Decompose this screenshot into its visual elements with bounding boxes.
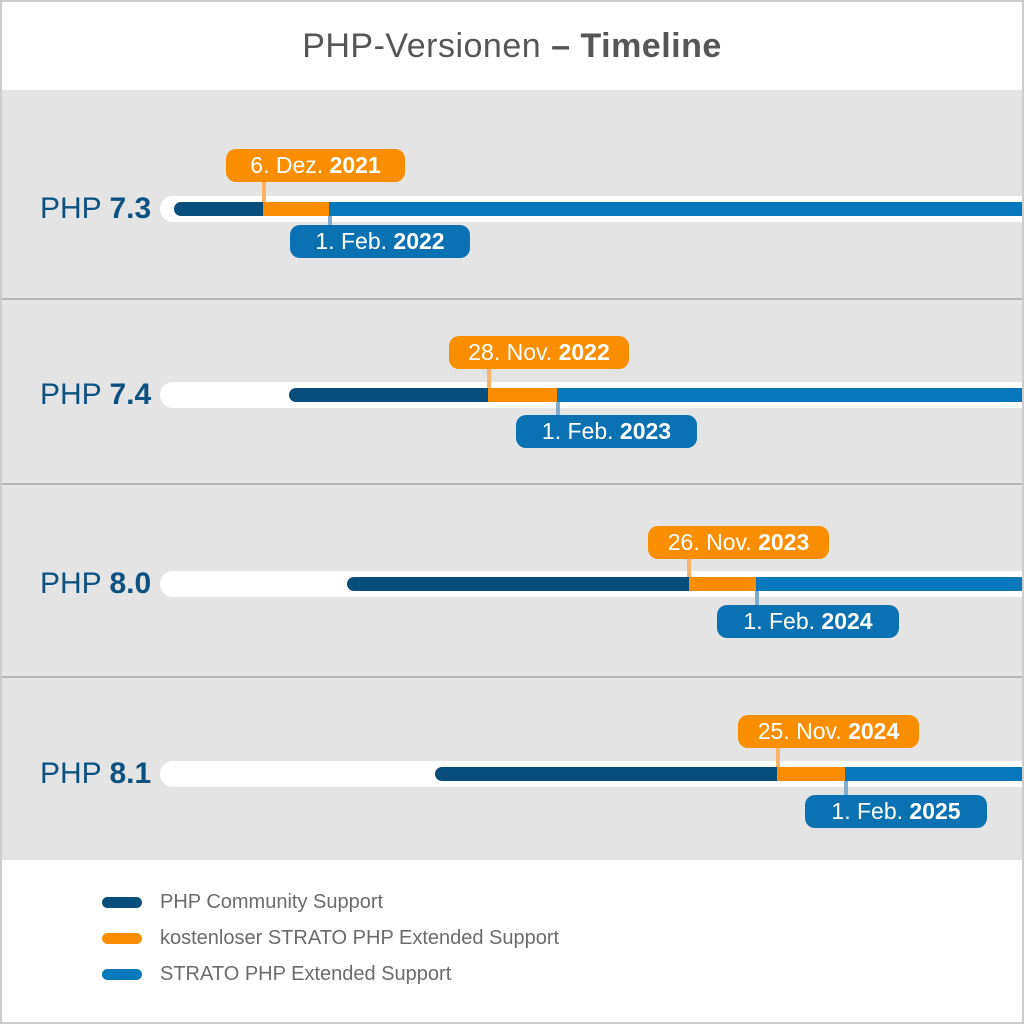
date-year: 2022 xyxy=(558,339,610,365)
extended-start-callout-line xyxy=(556,395,560,417)
date-text: 1. Feb. xyxy=(831,798,910,824)
row-label: PHP 7.4 xyxy=(40,378,160,412)
free-extended-support-bar xyxy=(777,767,845,781)
legend-swatch xyxy=(102,968,142,980)
community-end-callout-line xyxy=(776,747,780,774)
date-text: 25. Nov. xyxy=(757,718,849,744)
row-divider xyxy=(2,298,1022,300)
community-end-date-label: 25. Nov. 2024 xyxy=(738,715,919,748)
row-divider xyxy=(2,483,1022,485)
header: PHP-Versionen – Timeline xyxy=(2,2,1022,90)
extended-start-date-label: 1. Feb. 2022 xyxy=(290,225,470,258)
free-extended-support-bar xyxy=(689,577,756,591)
date-text: 6. Dez. xyxy=(250,152,330,178)
date-year: 2023 xyxy=(758,529,810,555)
extended-start-callout-line xyxy=(844,774,848,797)
community-end-date-label: 28. Nov. 2022 xyxy=(449,336,629,369)
row-label-prefix: PHP xyxy=(40,757,110,790)
row-label-version: 8.1 xyxy=(109,757,152,790)
extended-start-date-label: 1. Feb. 2024 xyxy=(717,605,899,638)
date-year: 2025 xyxy=(909,798,961,824)
extended-support-bar xyxy=(329,202,1022,216)
legend-item: PHP Community Support xyxy=(102,890,1022,914)
row-label-version: 7.3 xyxy=(109,192,152,225)
legend-label: PHP Community Support xyxy=(160,890,384,913)
legend-label: kostenloser STRATO PHP Extended Support xyxy=(160,926,560,949)
community-end-callout-line xyxy=(487,368,491,395)
row-label: PHP 8.1 xyxy=(40,757,160,791)
date-year: 2024 xyxy=(848,718,900,744)
community-support-bar xyxy=(347,577,689,591)
row-label: PHP 7.3 xyxy=(40,192,160,226)
row-label-prefix: PHP xyxy=(40,567,110,600)
title-regular: PHP-Versionen xyxy=(302,26,552,65)
community-end-callout-line xyxy=(687,558,691,584)
row-label-version: 8.0 xyxy=(109,567,152,600)
community-support-bar xyxy=(289,388,488,402)
extended-support-bar xyxy=(756,577,1022,591)
free-extended-support-bar xyxy=(488,388,557,402)
date-text: 26. Nov. xyxy=(667,529,759,555)
community-support-bar xyxy=(174,202,263,216)
extended-support-bar xyxy=(845,767,1022,781)
date-text: 1. Feb. xyxy=(315,228,394,254)
extended-support-bar xyxy=(557,388,1022,402)
legend: PHP Community Support kostenloser STRATO … xyxy=(2,860,1022,1022)
row-label-prefix: PHP xyxy=(40,378,110,411)
legend-swatch xyxy=(102,932,142,944)
date-year: 2022 xyxy=(393,228,445,254)
row-divider xyxy=(2,676,1022,678)
community-end-date-label: 26. Nov. 2023 xyxy=(648,526,829,559)
row-label-version: 7.4 xyxy=(109,378,152,411)
page-title: PHP-Versionen – Timeline xyxy=(302,27,722,66)
legend-label: STRATO PHP Extended Support xyxy=(160,962,452,985)
legend-swatch xyxy=(102,896,142,908)
legend-item: kostenloser STRATO PHP Extended Support xyxy=(102,926,1022,950)
extended-start-callout-line xyxy=(755,584,759,607)
extended-start-date-label: 1. Feb. 2023 xyxy=(516,415,697,448)
row-label-prefix: PHP xyxy=(40,192,110,225)
community-support-bar xyxy=(435,767,777,781)
community-end-callout-line xyxy=(262,181,266,209)
row-label: PHP 8.0 xyxy=(40,567,160,601)
date-year: 2024 xyxy=(821,608,873,634)
legend-item: STRATO PHP Extended Support xyxy=(102,962,1022,986)
date-text: 1. Feb. xyxy=(743,608,822,634)
title-bold: – Timeline xyxy=(551,26,722,65)
date-year: 2023 xyxy=(619,418,672,444)
date-year: 2021 xyxy=(329,152,381,178)
free-extended-support-bar xyxy=(263,202,329,216)
extended-start-callout-line xyxy=(328,209,332,227)
extended-start-date-label: 1. Feb. 2025 xyxy=(805,795,987,828)
date-text: 1. Feb. xyxy=(541,418,620,444)
date-text: 28. Nov. xyxy=(468,339,559,365)
community-end-date-label: 6. Dez. 2021 xyxy=(226,149,405,182)
